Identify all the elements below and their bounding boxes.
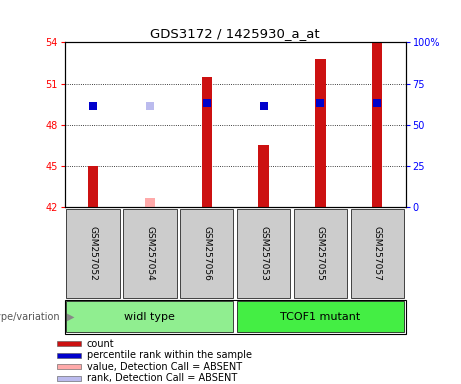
Text: widl type: widl type: [124, 312, 175, 322]
Bar: [201, 77, 212, 207]
Bar: [315, 59, 325, 207]
Bar: [66, 301, 233, 332]
Text: count: count: [87, 339, 114, 349]
Text: genotype/variation: genotype/variation: [0, 312, 60, 322]
Text: GSM257054: GSM257054: [145, 226, 154, 281]
Text: TCOF1 mutant: TCOF1 mutant: [280, 312, 361, 322]
Bar: [145, 198, 155, 207]
Bar: [180, 209, 233, 298]
Point: [317, 100, 324, 106]
Bar: [57, 341, 82, 346]
Point: [203, 100, 210, 106]
Bar: [350, 209, 404, 298]
Text: ▶: ▶: [67, 312, 74, 322]
Text: percentile rank within the sample: percentile rank within the sample: [87, 350, 252, 360]
Bar: [372, 42, 382, 207]
Text: GSM257055: GSM257055: [316, 226, 325, 281]
Bar: [57, 353, 82, 358]
Bar: [237, 209, 290, 298]
Text: value, Detection Call = ABSENT: value, Detection Call = ABSENT: [87, 362, 242, 372]
Text: GSM257056: GSM257056: [202, 226, 211, 281]
Text: GSM257057: GSM257057: [373, 226, 382, 281]
Bar: [66, 209, 120, 298]
Text: rank, Detection Call = ABSENT: rank, Detection Call = ABSENT: [87, 373, 237, 383]
Bar: [259, 146, 269, 207]
Point: [373, 100, 381, 106]
Point: [146, 103, 154, 109]
Point: [89, 103, 97, 109]
Bar: [294, 209, 347, 298]
Text: GSM257052: GSM257052: [89, 226, 97, 281]
Point: [260, 103, 267, 109]
Title: GDS3172 / 1425930_a_at: GDS3172 / 1425930_a_at: [150, 26, 320, 40]
Bar: [123, 209, 177, 298]
Bar: [88, 166, 98, 207]
Bar: [57, 376, 82, 381]
Text: GSM257053: GSM257053: [259, 226, 268, 281]
Bar: [57, 364, 82, 369]
Bar: [237, 301, 404, 332]
